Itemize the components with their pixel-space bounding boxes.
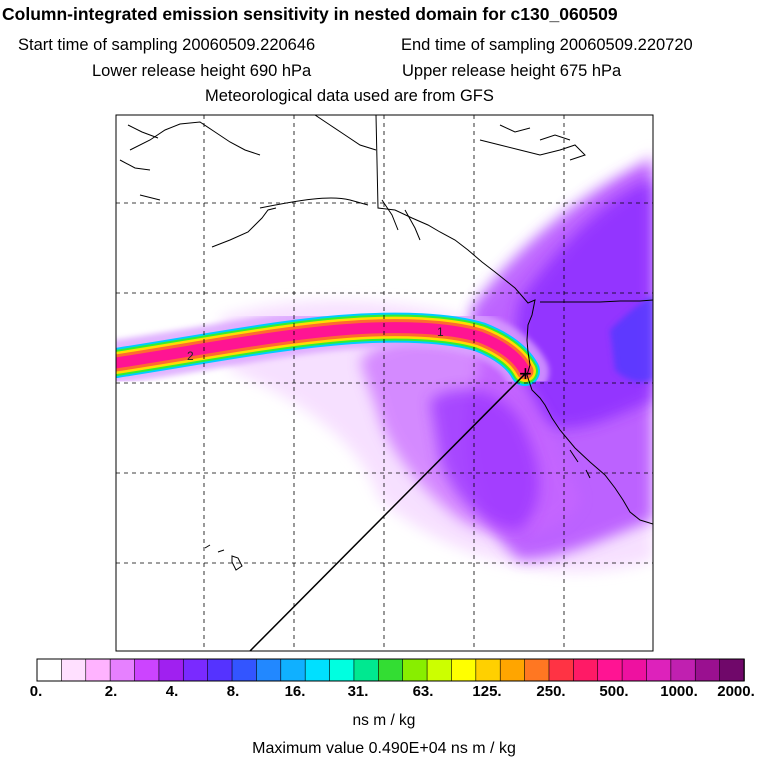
- graticule: [116, 115, 653, 651]
- release-point-icon: +: [519, 361, 532, 386]
- colorbar-swatch: [475, 658, 502, 682]
- colorbar-swatch: [256, 658, 282, 682]
- colorbar-swatch: [85, 658, 111, 682]
- colorbar-swatch: [646, 658, 672, 682]
- colorbar-tick-5: 31.: [347, 683, 369, 700]
- plot-title: Column-integrated emission sensitivity i…: [2, 4, 618, 24]
- colorbar-swatch: [329, 658, 355, 682]
- colorbar-swatch: [134, 658, 160, 682]
- colorbar-swatch: [548, 658, 575, 682]
- colorbar-tick-6: 63.: [412, 683, 434, 700]
- colorbar-swatch: [451, 658, 477, 682]
- colorbar-tick-9: 500.: [599, 683, 629, 700]
- colorbar-swatch: [36, 658, 63, 682]
- trajectory-line: [249, 372, 527, 651]
- colorbar-tick-3: 8.: [226, 683, 240, 700]
- upper-release-height: Upper release height 675 hPa: [402, 62, 622, 80]
- lower-release-height: Lower release height 690 hPa: [92, 62, 312, 80]
- colorbar-tick-10: 1000.: [660, 683, 698, 700]
- plume-marker-2: 2: [187, 349, 194, 363]
- colorbar-tick-0: 0.: [29, 683, 43, 700]
- colorbar-swatch: [426, 658, 453, 682]
- plume-core: [116, 322, 531, 377]
- colorbar: [36, 658, 745, 682]
- colorbar-swatch: [158, 658, 185, 682]
- colorbar-tick-7: 125.: [472, 683, 502, 700]
- colorbar-swatch: [694, 658, 721, 682]
- colorbar-swatch: [207, 658, 233, 682]
- colorbar-swatch: [524, 658, 550, 682]
- colorbar-swatch: [573, 658, 599, 682]
- colorbar-tick-8: 250.: [536, 683, 566, 700]
- colorbar-swatch: [304, 658, 331, 682]
- colorbar-tick-11: 2000.: [717, 683, 755, 700]
- coastlines: [119, 115, 653, 571]
- colorbar-swatch: [109, 658, 136, 682]
- colorbar-swatch: [670, 658, 697, 682]
- maximum-value: Maximum value 0.490E+04 ns m / kg: [252, 740, 516, 757]
- colorbar-units: ns m / kg: [352, 712, 416, 729]
- colorbar-swatch: [597, 658, 623, 682]
- sensitivity-arc-inner: [430, 389, 539, 530]
- colorbar-swatch: [621, 658, 648, 682]
- colorbar-swatch: [499, 658, 526, 682]
- colorbar-tick-1: 2.: [104, 683, 118, 700]
- map-frame: [115, 114, 654, 652]
- colorbar-tick-2: 4.: [165, 683, 179, 700]
- colorbar-swatch: [280, 658, 306, 682]
- sampling-end: End time of sampling 20060509.220720: [401, 36, 693, 54]
- colorbar-swatch: [378, 658, 404, 682]
- colorbar-swatch: [353, 658, 380, 682]
- colorbar-swatch: [182, 658, 209, 682]
- colorbar-tick-4: 16.: [284, 683, 306, 700]
- colorbar-swatch: [61, 658, 87, 682]
- colorbar-swatch: [231, 658, 258, 682]
- colorbar-frame: [36, 658, 745, 682]
- plume-marker-1: 1: [437, 325, 444, 339]
- sampling-start: Start time of sampling 20060509.220646: [18, 36, 316, 54]
- colorbar-swatch: [402, 658, 428, 682]
- met-data-source: Meteorological data used are from GFS: [205, 87, 494, 105]
- colorbar-swatch: [719, 658, 745, 682]
- blue-streak: [610, 295, 653, 382]
